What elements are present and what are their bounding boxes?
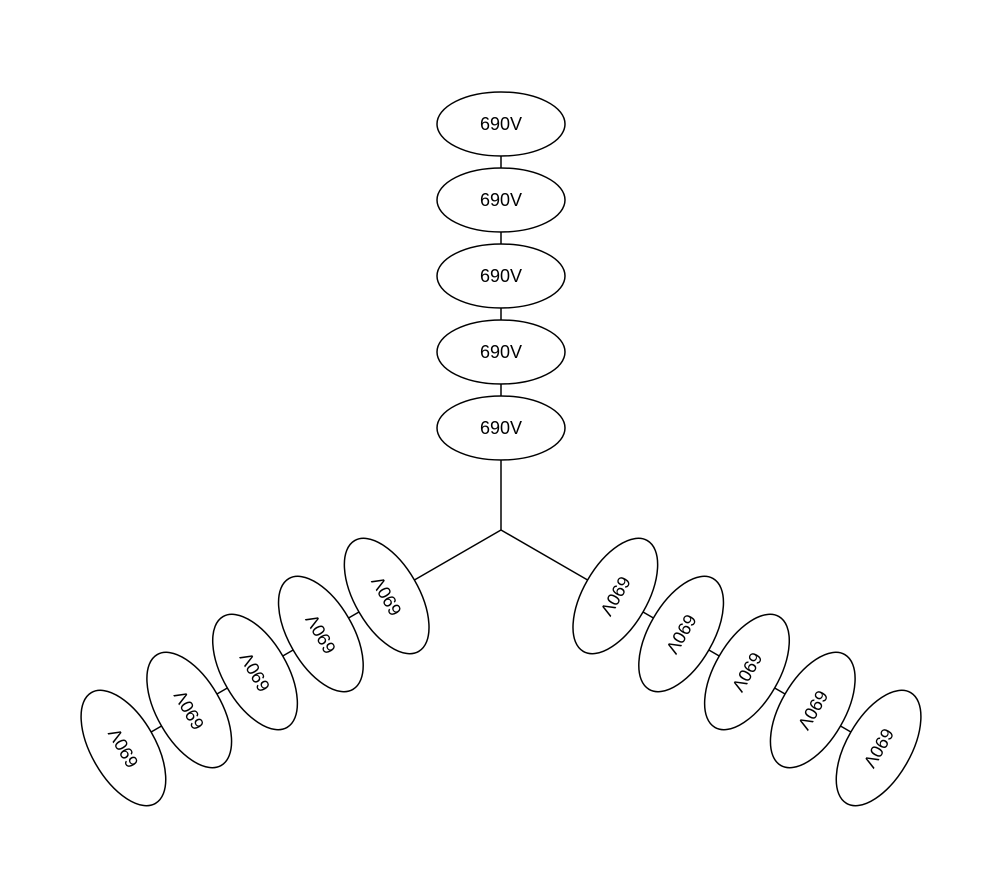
node-left-3: 690V xyxy=(130,639,249,782)
node-label: 690V xyxy=(480,266,522,286)
node-label: 690V xyxy=(480,190,522,210)
connector-left-3 xyxy=(217,688,227,694)
node-label: 690V xyxy=(859,725,897,771)
node-left-4: 690V xyxy=(64,677,183,820)
connector-left-4 xyxy=(151,726,161,732)
node-top-0: 690V xyxy=(437,396,565,460)
node-top-2: 690V xyxy=(437,244,565,308)
connector-left-1 xyxy=(349,612,359,618)
branch-stem-left xyxy=(414,530,501,580)
node-label: 690V xyxy=(794,687,832,733)
node-label: 690V xyxy=(104,725,142,771)
node-top-3: 690V xyxy=(437,168,565,232)
node-right-1: 690V xyxy=(621,563,740,706)
node-top-4: 690V xyxy=(437,92,565,156)
node-label: 690V xyxy=(596,573,634,619)
star-diagram: 690V 690V 690V 690V 690V 690V 690V 690V 690V 690V… xyxy=(0,0,1000,881)
node-label: 690V xyxy=(728,649,766,695)
node-label: 690V xyxy=(662,611,700,657)
node-right-0: 690V xyxy=(556,525,675,668)
node-right-2: 690V xyxy=(687,601,806,744)
node-label: 690V xyxy=(368,573,406,619)
node-label: 690V xyxy=(480,114,522,134)
branch-stem-right xyxy=(501,530,588,580)
node-right-4: 690V xyxy=(819,677,938,820)
node-label: 690V xyxy=(302,611,340,657)
connector-right-2 xyxy=(709,650,719,656)
node-left-2: 690V xyxy=(195,601,314,744)
connector-right-1 xyxy=(643,612,653,618)
connector-right-4 xyxy=(840,726,850,732)
node-top-1: 690V xyxy=(437,320,565,384)
node-left-0: 690V xyxy=(327,525,446,668)
connector-left-2 xyxy=(283,650,293,656)
node-label: 690V xyxy=(480,342,522,362)
node-label: 690V xyxy=(170,687,208,733)
connector-right-3 xyxy=(775,688,785,694)
node-label: 690V xyxy=(480,418,522,438)
node-right-3: 690V xyxy=(753,639,872,782)
node-label: 690V xyxy=(236,649,274,695)
node-left-1: 690V xyxy=(261,563,380,706)
